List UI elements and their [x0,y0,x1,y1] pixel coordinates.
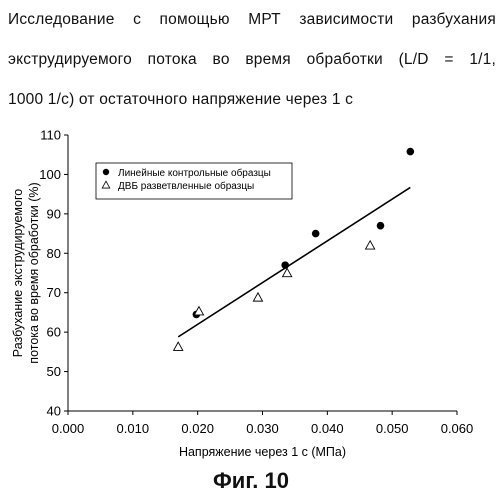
y-tick-label: 90 [47,206,61,221]
legend-marker-linear [103,169,109,175]
x-tick-label: 0.060 [441,421,474,436]
data-point-linear [312,230,320,238]
y-tick-label: 60 [47,325,61,340]
y-axis-label-line-2: потока во время обработки (%) [27,182,41,363]
trendline [178,187,410,336]
y-tick-label: 50 [47,364,61,379]
data-point-dvb [366,241,375,249]
y-axis-label-line-1: Разбухание экструдируемого [11,189,25,357]
data-point-dvb [253,293,262,301]
legend-label: Линейные контрольные образцы [118,167,271,179]
data-point-linear [377,222,385,230]
y-tick-label: 110 [40,128,61,143]
chart: Линейные контрольные образцыДВБ разветвл… [0,0,502,470]
y-tick-label: 80 [47,246,61,261]
x-tick-label: 0.020 [181,421,214,436]
y-tick-label: 100 [39,167,61,182]
figure-label: Фиг. 10 [0,468,502,494]
x-tick-label: 0.010 [117,421,150,436]
x-tick-label: 0.030 [246,421,279,436]
data-point-dvb [174,342,183,350]
legend-label: ДВБ разветвленные образцы [118,180,254,192]
data-point-linear [407,148,415,156]
data-point-linear [281,261,289,269]
y-tick-label: 40 [47,404,61,419]
x-tick-label: 0.000 [52,421,85,436]
x-tick-label: 0.050 [376,421,409,436]
y-tick-label: 70 [47,285,61,300]
x-tick-label: 0.040 [311,421,344,436]
trendline-group [178,187,410,336]
x-axis-label: Напряжение через 1 с (МПа) [179,445,346,459]
chart-legend: Линейные контрольные образцыДВБ разветвл… [96,163,292,199]
